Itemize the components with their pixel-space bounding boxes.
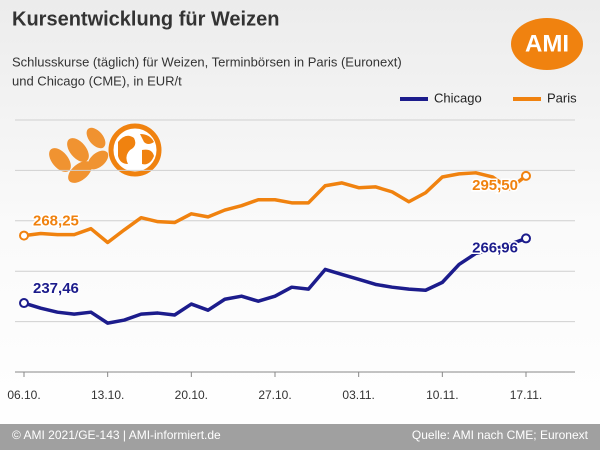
x-tick-label: 03.11.	[342, 388, 374, 402]
legend-label: Chicago	[434, 90, 482, 105]
footer-right: Quelle: AMI nach CME; Euronext	[412, 428, 589, 442]
value-label: 237,46	[33, 280, 79, 297]
x-tick-label: 20.10.	[175, 388, 208, 402]
x-tick-label: 17.11.	[510, 388, 542, 402]
value-label: 266,96	[472, 239, 518, 256]
series-line	[23, 236, 527, 325]
x-tick-label: 27.10.	[258, 388, 291, 402]
footer-band	[0, 424, 600, 450]
logo-badge	[511, 18, 583, 70]
wheat-icon	[49, 127, 109, 183]
value-label: 268,25	[33, 213, 79, 230]
footer-left: © AMI 2021/GE-143 | AMI-informiert.de	[12, 428, 221, 442]
globe-icon	[108, 123, 162, 177]
value-label: 295,50	[472, 177, 518, 194]
end-marker	[521, 170, 531, 181]
x-tick-label: 10.11.	[426, 388, 458, 402]
subtitle: und Chicago (CME), in EUR/t	[12, 73, 182, 88]
chart-title: Kursentwicklung für Weizen	[12, 8, 279, 30]
end-marker	[19, 298, 29, 309]
legend-label: Paris	[547, 90, 577, 105]
x-tick-label: 06.10.	[7, 388, 40, 402]
logo-text: AMI	[525, 30, 569, 57]
end-marker	[521, 233, 531, 244]
x-tick-label: 13.10.	[91, 388, 124, 402]
series-line	[23, 171, 528, 245]
end-marker	[19, 230, 29, 241]
subtitle: Schlusskurse (täglich) für Weizen, Termi…	[12, 54, 402, 69]
